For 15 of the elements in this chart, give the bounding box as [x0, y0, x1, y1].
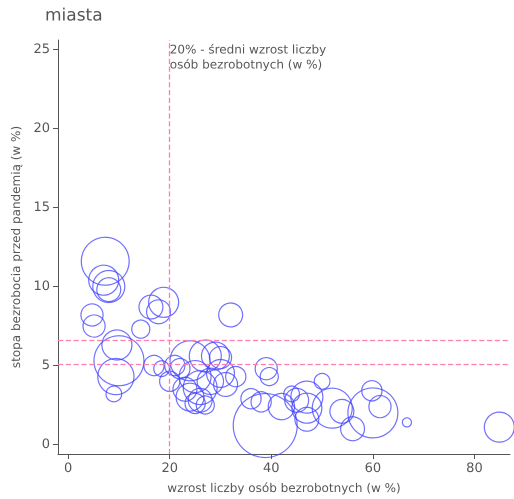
y-tick-label: 25: [33, 42, 50, 57]
x-tick-label: 20: [161, 461, 178, 476]
x-tick-label: 60: [364, 461, 382, 476]
y-tick-label: 10: [33, 279, 50, 294]
y-axis-title: stopa bezrobocia przed pandemią (w %): [9, 126, 23, 368]
y-tick-label: 5: [42, 358, 50, 374]
y-tick-label: 20: [33, 120, 50, 136]
x-axis-title: wzrost liczby osób bezrobotnych (w %): [167, 481, 401, 495]
y-tick-label: 15: [33, 200, 50, 215]
x-tick-label: 0: [64, 461, 72, 476]
ref-line-label: 20% - średni wzrost liczby osób bezrobotnych (w %): [170, 42, 326, 72]
x-tick-label: 80: [466, 461, 483, 476]
y-tick-label: 0: [42, 437, 50, 452]
x-tick-label: 40: [263, 461, 280, 476]
chart-title: miasta: [45, 6, 103, 26]
